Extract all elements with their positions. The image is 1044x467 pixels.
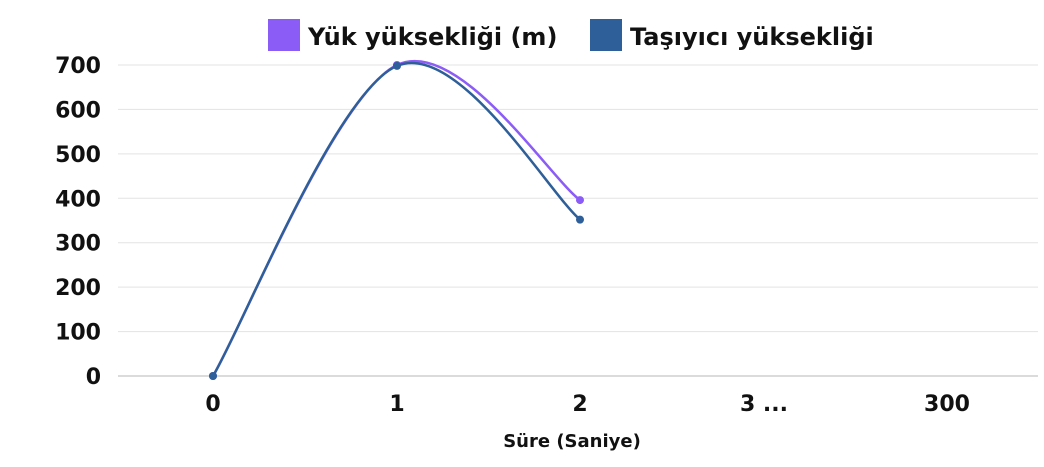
legend-label-1: Taşıyıcı yüksekliği	[630, 23, 874, 51]
legend-label-0: Yük yüksekliği (m)	[307, 23, 557, 51]
x-tick-label-3: 3 ...	[740, 392, 788, 417]
series-1	[209, 61, 584, 380]
series-0	[209, 60, 584, 380]
series-layer	[209, 60, 584, 380]
legend-swatch-1	[590, 19, 622, 51]
data-point-1-2	[576, 215, 584, 224]
series-line-1	[211, 61, 581, 377]
data-point-1-1	[393, 61, 401, 70]
y-tick-label-700: 700	[55, 54, 101, 79]
x-tick-label-1: 1	[389, 392, 404, 417]
x-tick-label-0: 0	[205, 392, 220, 417]
y-tick-label-600: 600	[55, 98, 101, 123]
x-axis-ticks: 0 1 2 3 ... 300	[205, 392, 970, 417]
x-axis-label: Süre (Saniye)	[503, 431, 641, 452]
y-tick-label-100: 100	[55, 321, 101, 346]
y-tick-label-500: 500	[55, 143, 101, 168]
legend: Yük yüksekliği (m) Taşıyıcı yüksekliği	[268, 19, 874, 51]
y-tick-label-0: 0	[86, 365, 101, 390]
y-tick-label-300: 300	[55, 232, 101, 257]
series-line-0	[211, 60, 581, 377]
y-tick-label-200: 200	[55, 276, 101, 301]
y-axis-ticks: 0 100 200 300 400 500 600 700	[55, 54, 101, 390]
legend-swatch-0	[268, 19, 300, 51]
x-tick-label-4: 300	[924, 392, 970, 417]
data-point-1-0	[209, 372, 217, 380]
x-tick-label-2: 2	[572, 392, 587, 417]
y-tick-label-400: 400	[55, 187, 101, 212]
data-point-0-2	[576, 196, 584, 205]
